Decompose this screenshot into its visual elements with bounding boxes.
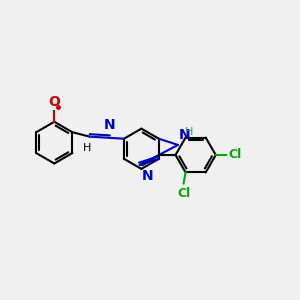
Text: Cl: Cl [229, 148, 242, 161]
Text: H: H [185, 127, 193, 137]
Text: N: N [104, 118, 116, 133]
Text: Cl: Cl [177, 187, 190, 200]
Text: O: O [48, 95, 60, 109]
Text: N: N [142, 169, 153, 184]
Text: N: N [179, 128, 191, 142]
Text: H: H [83, 143, 91, 154]
